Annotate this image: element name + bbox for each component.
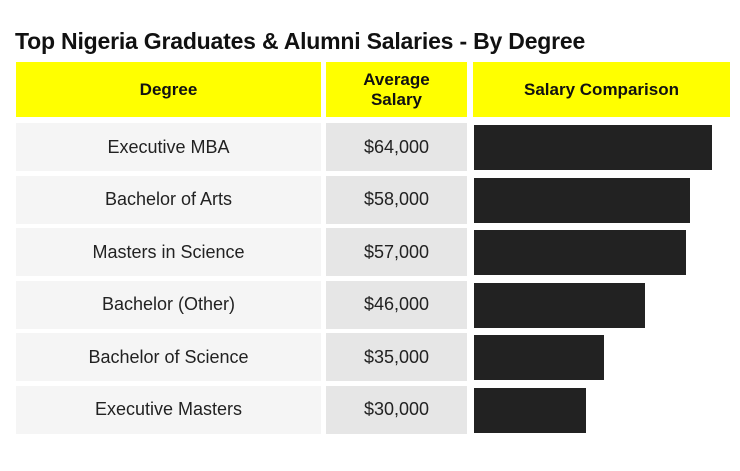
bar-track	[474, 387, 727, 433]
chart-title: Top Nigeria Graduates & Alumni Salaries …	[15, 28, 586, 54]
salary-bar	[474, 177, 690, 223]
degree-cell: Bachelor (Other)	[16, 280, 321, 329]
degree-cell: Executive MBA	[16, 123, 321, 171]
bar-track	[474, 282, 727, 328]
salary-cell: $58,000	[326, 175, 467, 224]
header-degree: Degree	[16, 62, 321, 117]
salary-cell: $46,000	[326, 280, 467, 329]
bar-track	[474, 335, 727, 380]
degree-cell: Masters in Science	[16, 228, 321, 276]
bar-track	[474, 230, 727, 275]
degree-cell: Bachelor of Arts	[16, 175, 321, 224]
salary-cell: $64,000	[326, 123, 467, 171]
salary-cell: $57,000	[326, 228, 467, 276]
salary-bar	[474, 387, 586, 433]
salary-cell: $35,000	[326, 333, 467, 381]
salary-bar	[474, 282, 646, 328]
bar-track	[474, 177, 727, 223]
salary-bar	[474, 125, 713, 170]
salary-bar	[474, 335, 605, 380]
header-salary-comparison: Salary Comparison	[473, 62, 730, 117]
salary-cell: $30,000	[326, 385, 467, 434]
degree-cell: Executive Masters	[16, 385, 321, 434]
salary-bar	[474, 230, 687, 275]
bar-track	[474, 125, 727, 170]
degree-cell: Bachelor of Science	[16, 333, 321, 381]
header-average-salary: Average Salary	[326, 62, 467, 117]
